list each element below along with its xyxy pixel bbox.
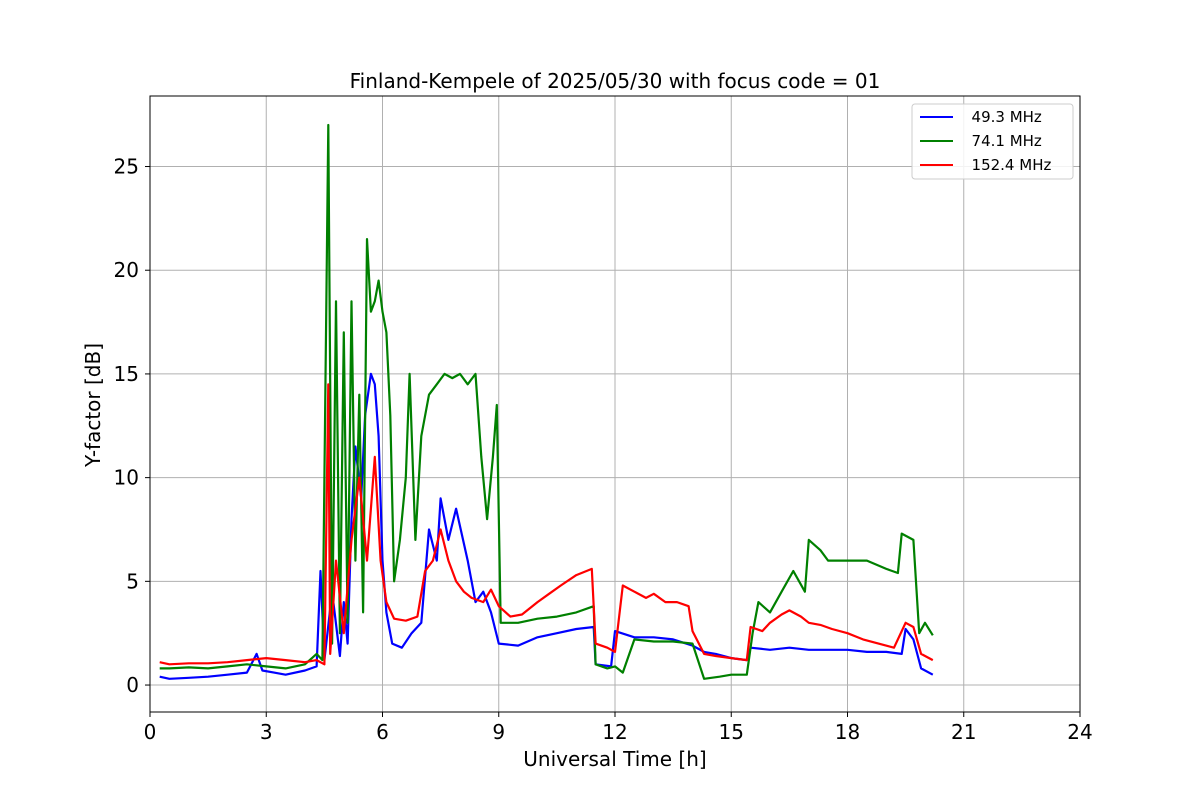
y-tick-label: 10 [114,466,139,490]
y-axis-ticks: 0 5 10 15 20 25 [114,155,150,697]
x-tick-label: 9 [492,720,505,744]
legend: 49.3 MHz 74.1 MHz 152.4 MHz [911,103,1074,180]
x-axis-ticks: 0 3 6 9 12 15 18 21 24 [144,712,1093,744]
y-tick-label: 20 [114,258,139,282]
series-layer [159,123,934,680]
x-tick-label: 24 [1067,720,1092,744]
y-tick-label: 15 [114,362,139,386]
legend-label-1: 49.3 MHz [962,108,1042,126]
series-line-2 [159,123,934,680]
x-tick-label: 3 [260,720,273,744]
legend-box [911,103,1074,180]
x-tick-label: 0 [144,720,157,744]
chart-title: Finland-Kempele of 2025/05/30 with focus… [350,69,881,93]
legend-label-3: 152.4 MHz [962,156,1051,174]
y-tick-label: 5 [126,569,139,593]
y-tick-label: 0 [126,673,139,697]
x-tick-label: 15 [719,720,744,744]
x-tick-label: 21 [951,720,976,744]
x-tick-label: 6 [376,720,389,744]
x-axis-label: Universal Time [h] [523,747,706,771]
y-axis-label: Y-factor [dB] [81,343,105,468]
x-tick-label: 18 [835,720,860,744]
legend-label-2: 74.1 MHz [962,132,1042,150]
y-tick-label: 25 [114,155,139,179]
x-tick-label: 12 [602,720,627,744]
series-line-3 [159,383,934,666]
series-line-1 [159,372,934,680]
